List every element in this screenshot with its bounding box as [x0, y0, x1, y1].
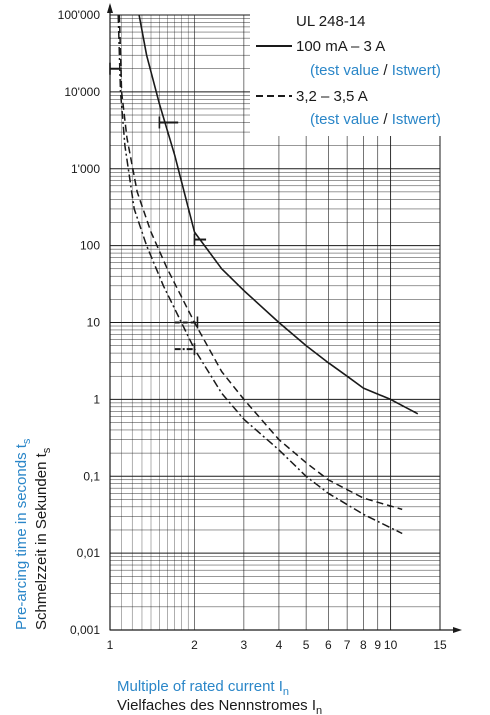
y-tick-label: 10'000 [64, 85, 100, 99]
x-tick-label: 2 [191, 638, 198, 652]
series-lines [117, 14, 419, 535]
series-line-solid [138, 14, 419, 415]
y-tick-label: 1 [93, 392, 100, 406]
y-tick-label: 10 [87, 316, 101, 330]
y-axis-label-en: Pre-arcing time in seconds ts [13, 438, 33, 630]
x-tick-label: 3 [241, 638, 248, 652]
test-markers [109, 62, 207, 356]
legend-note-series-1: (test value / Istwert) [310, 62, 441, 79]
y-tick-label: 1'000 [71, 162, 100, 176]
y-axis-label: Pre-arcing time in seconds ts Schmelzzei… [13, 438, 53, 630]
x-tick-label: 1 [107, 638, 114, 652]
y-tick-labels: 100'000 10'000 1'000 100 10 1 0,1 0,01 0,001 [58, 8, 101, 637]
legend-note-series-2: (test value / Istwert) [310, 111, 441, 128]
x-tick-label: 6 [325, 638, 332, 652]
x-axis-label: Multiple of rated current In Vielfaches … [117, 678, 322, 715]
legend-label-series-1: 100 mA – 3 A [296, 38, 385, 55]
legend: UL 248-14 100 mA – 3 A (test value / Ist… [256, 13, 441, 128]
x-axis-label-en: Multiple of rated current In [117, 678, 289, 698]
x-tick-label: 8 [360, 638, 367, 652]
y-axis-arrow [107, 3, 113, 13]
legend-title: UL 248-14 [296, 13, 366, 30]
x-tick-label: 7 [344, 638, 351, 652]
x-axis-label-de: Vielfaches des Nennstromes In [117, 697, 322, 715]
y-tick-label: 100 [80, 239, 100, 253]
grid-lines [109, 15, 440, 631]
y-tick-label: 0,001 [70, 623, 100, 637]
series-line-dashdot [117, 14, 403, 535]
x-tick-labels: 1 2 3 4 5 6 7 8 9 10 15 [107, 638, 447, 652]
y-tick-label: 0,1 [83, 469, 100, 483]
x-tick-label: 4 [276, 638, 283, 652]
legend-label-series-2: 3,2 – 3,5 A [296, 88, 368, 105]
y-axis-label-de: Schmelzzeit in Sekunden ts [33, 447, 53, 630]
series-line-dashed [118, 14, 403, 511]
y-tick-label: 100'000 [58, 8, 101, 22]
x-tick-label: 15 [433, 638, 447, 652]
legend-background [250, 8, 482, 136]
y-tick-label: 0,01 [77, 546, 101, 560]
x-tick-label: 10 [384, 638, 398, 652]
x-tick-label: 5 [303, 638, 310, 652]
x-axis-arrow [453, 627, 462, 633]
x-tick-label: 9 [374, 638, 381, 652]
